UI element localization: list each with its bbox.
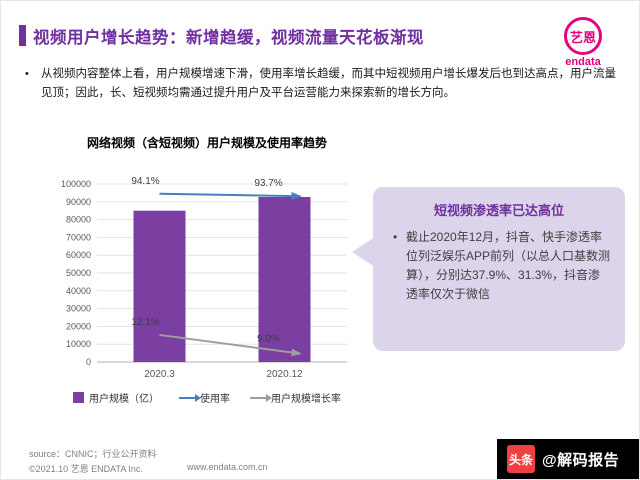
data-label: 12.1% xyxy=(131,317,159,328)
source-note: source：CNNIC；行业公开资料 xyxy=(29,449,157,459)
y-tick-label: 30000 xyxy=(66,304,91,314)
website-url: www.endata.com.cn xyxy=(187,462,268,472)
callout-bubble: 短视频渗透率已达高位 • 截止2020年12月，抖音、快手渗透率位列泛娱乐APP… xyxy=(352,187,625,351)
endata-logo-icon: 艺恩 xyxy=(564,17,602,55)
data-label: 93.7% xyxy=(254,178,282,189)
legend-item: 使用率 xyxy=(179,390,230,405)
chart-plot: 0 10000 20000 30000 40000 50000 60000 70000 8000… xyxy=(61,176,347,380)
y-tick-label: 70000 xyxy=(66,232,91,242)
y-tick-label: 90000 xyxy=(66,197,91,207)
callout-body: • 截止2020年12月，抖音、快手渗透率位列泛娱乐APP前列（以总人口基数测算… xyxy=(393,228,610,304)
callout-title: 短视频渗透率已达高位 xyxy=(433,203,564,218)
y-tick-label: 10000 xyxy=(66,339,91,349)
data-label: 9.0% xyxy=(257,333,280,344)
y-tick-label: 80000 xyxy=(66,215,91,225)
title-accent-bar xyxy=(19,25,26,46)
toutiao-logo-icon: 头条 xyxy=(507,445,535,473)
chart-legend: 用户规模（亿） 使用率 用户规模增长率 xyxy=(37,390,377,405)
y-tick-label: 20000 xyxy=(66,321,91,331)
bar xyxy=(258,196,311,362)
intro-paragraph: • 从视频内容整体上看，用户规模增速下滑，使用率增长趋缓，而其中短视频用户增长爆… xyxy=(23,65,623,103)
callout-tail-icon xyxy=(352,237,375,267)
legend-label: 用户规模增长率 xyxy=(271,394,341,405)
y-tick-label: 50000 xyxy=(66,268,91,278)
intro-text: 从视频内容整体上看，用户规模增速下滑，使用率增长趋缓，而其中短视频用户增长爆发后… xyxy=(41,68,616,99)
y-tick-label: 0 xyxy=(86,357,91,367)
legend-swatch xyxy=(73,392,84,403)
bullet-icon: • xyxy=(25,68,29,80)
legend-label: 用户规模（亿） xyxy=(89,394,159,405)
callout-text: 截止2020年12月，抖音、快手渗透率位列泛娱乐APP前列（以总人口基数测算），… xyxy=(406,230,611,301)
y-tick-label: 100000 xyxy=(61,179,91,189)
y-tick-label: 40000 xyxy=(66,286,91,296)
endata-logo-en: endata xyxy=(565,56,601,68)
arrow-icon xyxy=(195,393,201,402)
arrow-icon xyxy=(266,393,272,402)
endata-logo-cn: 艺恩 xyxy=(569,29,596,45)
x-category-label: 2020.3 xyxy=(144,369,175,380)
chart: 网络视频（含短视频）用户规模及使用率趋势 0 10000 20000 30000 400… xyxy=(37,134,377,405)
endata-logo: 艺恩 endata xyxy=(553,17,613,68)
legend-swatch xyxy=(250,393,272,402)
page-title: 视频用户增长趋势：新增趋缓，视频流量天花板渐现 xyxy=(33,29,424,47)
x-category-label: 2020.12 xyxy=(266,369,303,380)
usage-line xyxy=(159,192,302,201)
bullet-icon: • xyxy=(393,230,398,244)
bar xyxy=(133,210,186,362)
y-tick-label: 60000 xyxy=(66,250,91,260)
legend-label: 使用率 xyxy=(200,394,230,405)
chart-title: 网络视频（含短视频）用户规模及使用率趋势 xyxy=(86,136,327,150)
watermark: 头条 @解码报告 xyxy=(497,439,639,479)
legend-item: 用户规模增长率 xyxy=(250,390,341,405)
data-label: 94.1% xyxy=(131,176,159,187)
copyright-note: ©2021.10 艺恩 ENDATA Inc. xyxy=(29,464,143,474)
growth-line xyxy=(159,333,302,357)
legend-swatch xyxy=(179,393,201,402)
watermark-handle: @解码报告 xyxy=(542,451,620,469)
legend-item: 用户规模（亿） xyxy=(73,390,159,405)
